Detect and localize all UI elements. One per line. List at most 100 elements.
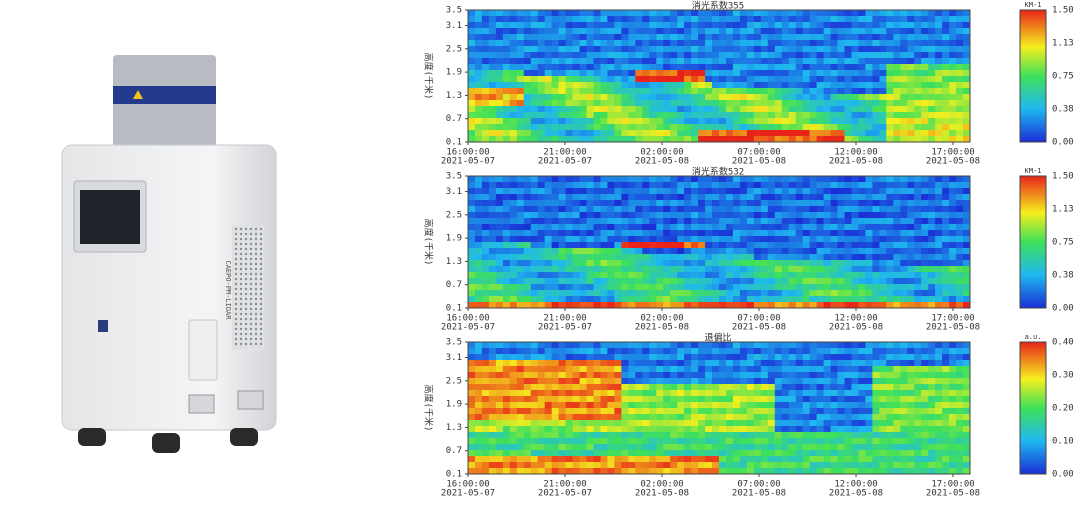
heatmap-cell (935, 414, 943, 421)
heatmap-cell (844, 34, 852, 41)
heatmap-cell (530, 46, 539, 53)
heatmap-cell (719, 432, 727, 439)
heatmap-cell (502, 34, 511, 41)
heatmap-cell (468, 176, 476, 183)
heatmap-cell (586, 456, 594, 463)
heatmap-cell (816, 224, 824, 231)
vent-hole (249, 257, 253, 261)
heatmap-cell (865, 420, 873, 427)
heatmap-cell (698, 70, 706, 77)
heatmap-cell (942, 118, 950, 125)
vent-hole (234, 242, 238, 246)
heatmap-cell (830, 124, 838, 131)
heatmap-cell (844, 302, 852, 309)
heatmap-cell (809, 296, 817, 303)
heatmap-cell (830, 462, 838, 469)
heatmap-cell (886, 342, 894, 349)
heatmap-cell (914, 112, 922, 119)
heatmap-cell (719, 10, 727, 17)
heatmap-cell (537, 366, 546, 373)
heatmap-cell (719, 342, 727, 349)
vent-hole (244, 332, 248, 336)
heatmap-cell (928, 230, 936, 237)
heatmap-cell (572, 284, 580, 291)
heatmap-cell (614, 402, 622, 409)
heatmap-cell (572, 182, 580, 189)
heatmap-cell (656, 242, 664, 249)
heatmap-cell (572, 106, 580, 113)
heatmap-cell (523, 176, 532, 183)
heatmap-cell (544, 378, 553, 385)
vent-hole (234, 287, 238, 291)
heatmap-cell (551, 52, 560, 59)
heatmap-cell (705, 438, 713, 445)
heatmap-cell (663, 16, 671, 23)
heatmap-cell (705, 124, 713, 131)
heatmap-cell (481, 372, 490, 379)
heatmap-cell (865, 402, 873, 409)
heatmap-cell (621, 272, 629, 279)
heatmap-cell (495, 130, 504, 137)
heatmap-cell (663, 106, 671, 113)
heatmap-cell (872, 16, 880, 23)
heatmap-cell (914, 212, 922, 219)
heatmap-cell (593, 130, 601, 137)
heatmap-cell (809, 118, 817, 125)
heatmap-cell (774, 342, 783, 349)
heatmap-cell (586, 378, 594, 385)
heatmap-cell (628, 112, 636, 119)
heatmap-cell (712, 28, 720, 35)
heatmap-cell (488, 342, 497, 349)
heatmap-cell (956, 100, 964, 107)
heatmap-cell (565, 342, 573, 349)
heatmap-cell (607, 100, 615, 107)
heatmap-cell (481, 248, 490, 255)
heatmap-cell (642, 82, 650, 89)
heatmap-cell (481, 354, 490, 361)
heatmap-cell (488, 450, 497, 457)
heatmap-cell (726, 396, 734, 403)
heatmap-cell (963, 94, 971, 101)
heatmap-cell (746, 438, 755, 445)
heatmap-cell (712, 396, 720, 403)
heatmap-cell (537, 290, 546, 297)
heatmap-cell (551, 420, 560, 427)
heatmap-cell (670, 372, 678, 379)
heatmap-cell (698, 302, 706, 309)
heatmap-cell (928, 218, 936, 225)
heatmap-cell (684, 278, 692, 285)
heatmap-cell (760, 254, 769, 261)
heatmap-cell (767, 456, 776, 463)
heatmap-cell (732, 88, 741, 95)
heatmap-cell (739, 384, 748, 391)
heatmap-cell (928, 28, 936, 35)
heatmap-cell (719, 22, 727, 29)
heatmap-cell (628, 420, 636, 427)
heatmap-cell (851, 52, 859, 59)
heatmap-cell (677, 124, 685, 131)
heatmap-cell (712, 438, 720, 445)
vent-hole (239, 232, 243, 236)
heatmap-cell (488, 284, 497, 291)
heatmap-cell (614, 112, 622, 119)
heatmap-cell (900, 302, 908, 309)
heatmap-cell (558, 254, 566, 261)
heatmap-cell (921, 366, 929, 373)
heatmap-cell (830, 432, 838, 439)
heatmap-cell (732, 384, 741, 391)
heatmap-cell (579, 342, 587, 349)
heatmap-cell (642, 272, 650, 279)
heatmap-cell (572, 34, 580, 41)
heatmap-cell (858, 302, 866, 309)
heatmap-cell (579, 296, 587, 303)
heatmap-cell (942, 188, 950, 195)
heatmap-cell (886, 112, 894, 119)
heatmap-cell (593, 290, 601, 297)
heatmap-cell (468, 200, 476, 207)
heatmap-cell (921, 218, 929, 225)
heatmap-cell (586, 354, 594, 361)
heatmap-cell (928, 100, 936, 107)
heatmap-cell (649, 230, 657, 237)
heatmap-cell (830, 378, 838, 385)
heatmap-cell (572, 200, 580, 207)
